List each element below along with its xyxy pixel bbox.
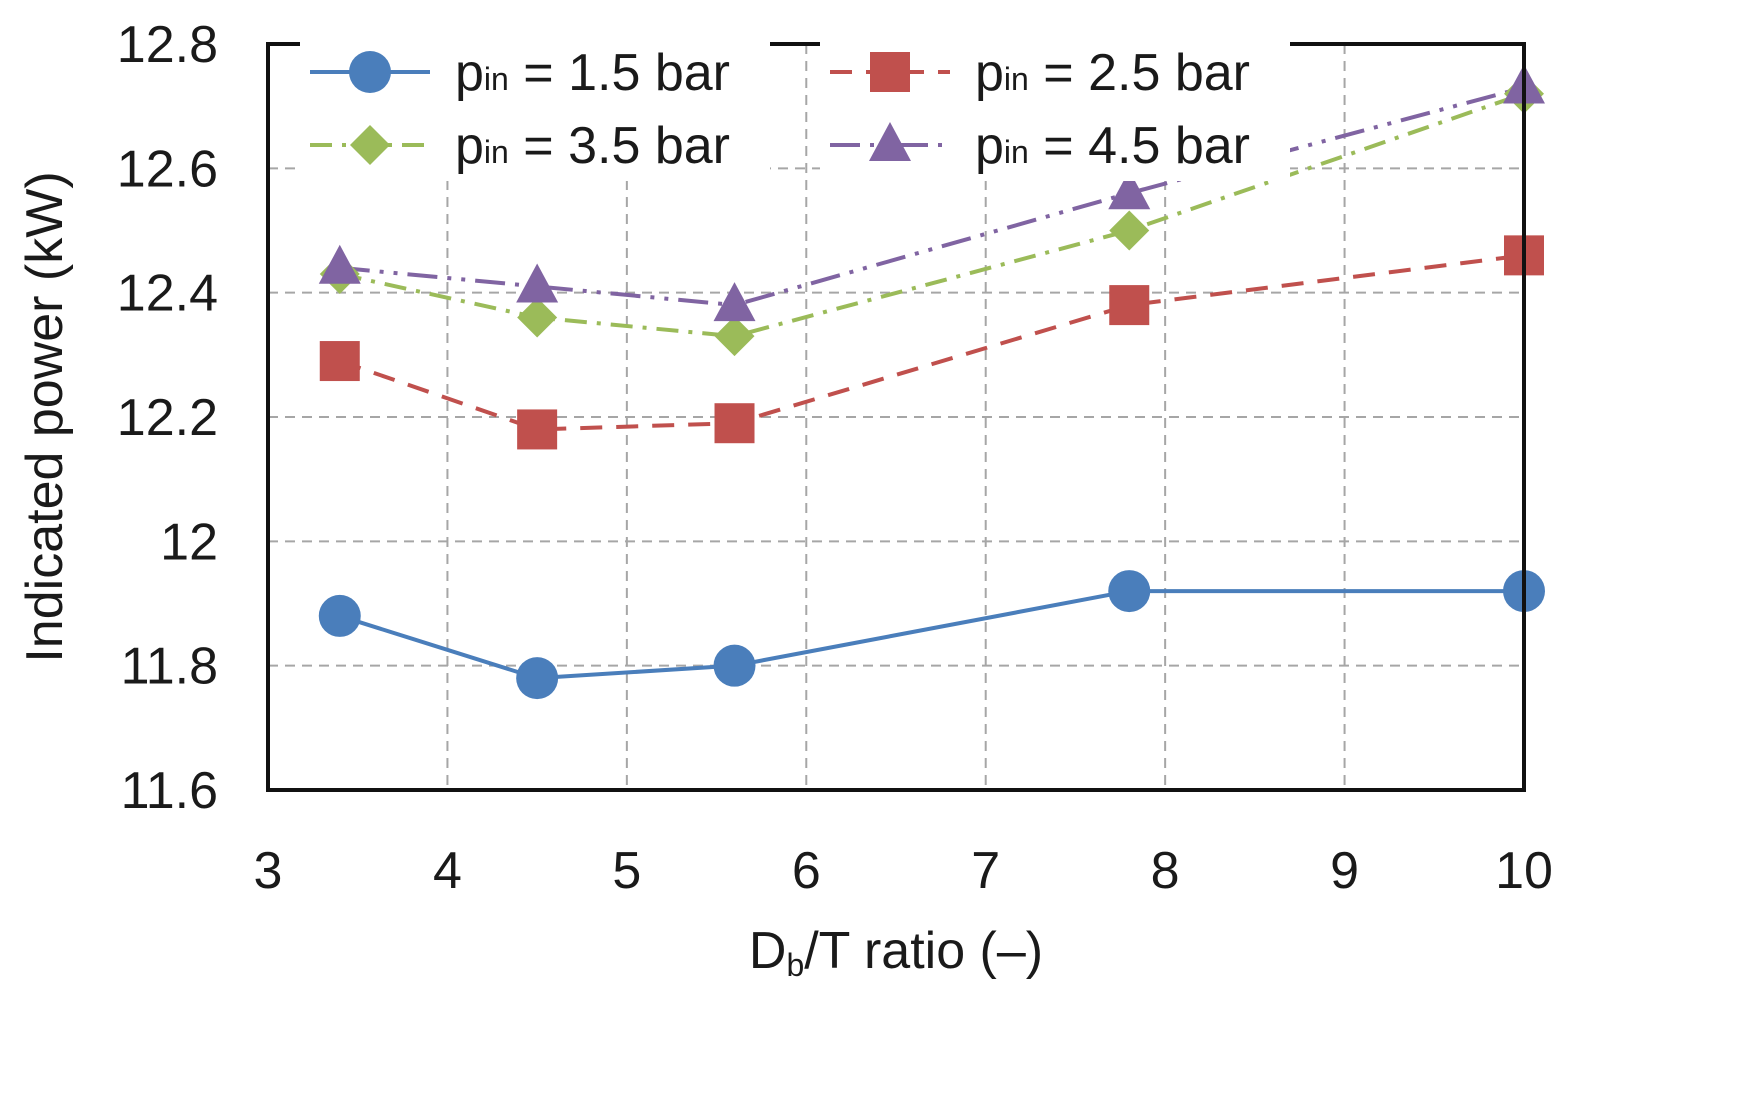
data-point-series-2 bbox=[1109, 285, 1150, 326]
legend-label-main: p bbox=[455, 117, 484, 175]
data-point-series-3 bbox=[714, 316, 755, 357]
legend-label-sub: in bbox=[484, 61, 509, 97]
legend-label-sub: in bbox=[1004, 61, 1029, 97]
legend-marker-1 bbox=[349, 51, 391, 93]
legend-label-rest: = 4.5 bar bbox=[1029, 117, 1250, 175]
legend-label-sub: in bbox=[1004, 134, 1029, 170]
legend-marker-2 bbox=[870, 52, 910, 92]
x-tick-labels: 3 4 5 6 7 8 9 10 bbox=[254, 842, 1553, 900]
x-axis-label-main: D bbox=[749, 922, 787, 980]
y-tick-label: 11.8 bbox=[121, 638, 218, 696]
y-tick-label: 12.4 bbox=[117, 265, 218, 323]
x-tick-label: 5 bbox=[612, 842, 641, 900]
y-tick-label: 12.8 bbox=[117, 16, 218, 74]
legend-label-rest: = 1.5 bar bbox=[509, 44, 730, 102]
x-axis-label: Db/T ratio (–) bbox=[749, 922, 1043, 983]
data-point-series-2 bbox=[714, 403, 755, 444]
x-tick-label: 4 bbox=[433, 842, 462, 900]
y-tick-label: 11.6 bbox=[121, 762, 218, 820]
y-tick-label: 12.6 bbox=[117, 140, 218, 198]
x-tick-label: 6 bbox=[792, 842, 821, 900]
data-point-series-4 bbox=[713, 282, 756, 322]
data-point-series-1 bbox=[713, 644, 756, 687]
legend-label-3: pin = 3.5 bar bbox=[455, 117, 730, 175]
legend-marker-3 bbox=[350, 125, 390, 165]
data-point-series-1 bbox=[318, 594, 361, 637]
x-axis-label-rest: /T ratio (–) bbox=[804, 922, 1043, 980]
legend-label-rest: = 3.5 bar bbox=[509, 117, 730, 175]
data-point-series-1 bbox=[1108, 570, 1151, 613]
legend-marker-4 bbox=[869, 122, 911, 161]
y-tick-label: 12 bbox=[160, 513, 218, 571]
data-point-series-3 bbox=[1109, 210, 1150, 251]
data-point-series-4 bbox=[318, 244, 361, 284]
y-tick-label: 12.2 bbox=[117, 389, 218, 447]
legend-label-sub: in bbox=[484, 134, 509, 170]
data-point-series-2 bbox=[319, 341, 360, 382]
y-axis-label: Indicated power (kW) bbox=[16, 171, 74, 662]
y-tick-labels: 11.6 11.8 12 12.2 12.4 12.6 12.8 bbox=[117, 16, 218, 820]
x-tick-label: 8 bbox=[1151, 842, 1180, 900]
legend-label-2: pin = 2.5 bar bbox=[975, 44, 1250, 102]
legend-label-rest: = 2.5 bar bbox=[1029, 44, 1250, 102]
legend-label-1: pin = 1.5 bar bbox=[455, 44, 730, 102]
legend-label-main: p bbox=[975, 44, 1004, 102]
data-point-series-2 bbox=[517, 409, 558, 450]
x-tick-label: 7 bbox=[971, 842, 1000, 900]
data-point-series-4 bbox=[516, 263, 559, 303]
legend-label-4: pin = 4.5 bar bbox=[975, 117, 1250, 175]
x-tick-label: 9 bbox=[1330, 842, 1359, 900]
x-axis-label-sub: b bbox=[786, 947, 804, 983]
x-tick-label: 10 bbox=[1495, 842, 1553, 900]
legend-label-main: p bbox=[455, 44, 484, 102]
data-point-series-3 bbox=[517, 297, 558, 338]
series-markers bbox=[318, 64, 1545, 700]
data-point-series-1 bbox=[516, 657, 559, 700]
data-point-series-4 bbox=[1108, 170, 1151, 210]
x-tick-label: 3 bbox=[254, 842, 283, 900]
legend-label-main: p bbox=[975, 117, 1004, 175]
